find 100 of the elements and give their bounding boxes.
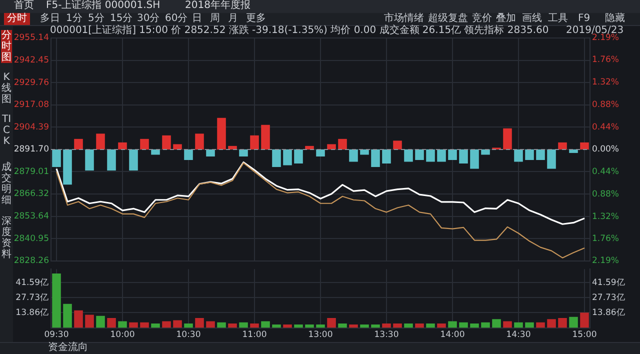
- bar: [470, 323, 479, 328]
- bar: [85, 314, 94, 328]
- bar: [580, 312, 589, 328]
- bar: [184, 149, 193, 160]
- y-tick-label: 2929.76: [14, 78, 49, 88]
- bar: [316, 149, 325, 156]
- bar: [437, 149, 446, 162]
- bar: [151, 323, 160, 328]
- bar: [382, 323, 391, 328]
- bar: [173, 320, 182, 328]
- text: 分时图: [1, 30, 12, 63]
- text: 成交明细: [1, 162, 12, 206]
- y-tick-label: 2840.95: [14, 234, 49, 244]
- bar: [228, 323, 237, 328]
- bar: [547, 319, 556, 328]
- bar: [426, 323, 435, 328]
- y-tick-label: 2955.14: [14, 33, 49, 44]
- bar: [96, 316, 105, 328]
- bar: [63, 149, 72, 185]
- y2-tick-label: 1.76%: [592, 55, 620, 66]
- text: 画线: [522, 13, 542, 25]
- x-tick-label: 14:00: [440, 330, 465, 340]
- bar: [250, 323, 259, 328]
- bar: [316, 324, 325, 328]
- bar: [140, 322, 149, 328]
- x-tick-label: 09:30: [44, 330, 69, 340]
- bar: [393, 323, 402, 328]
- text: F5-上证综指 000001.SH: [46, 0, 160, 12]
- text: 30分: [137, 13, 160, 25]
- y2-tick-label: 2.19%: [592, 33, 620, 44]
- text: 首页: [14, 0, 34, 12]
- bar: [327, 144, 336, 150]
- bar: [96, 134, 105, 150]
- x-tick-label: 14:30: [506, 330, 531, 340]
- bar: [525, 149, 534, 160]
- bar: [415, 149, 424, 160]
- y2-tick-label: 1.76%: [592, 234, 620, 244]
- bar: [349, 149, 358, 162]
- text: 周: [210, 13, 220, 25]
- bar: [140, 138, 149, 150]
- bar: [239, 149, 248, 156]
- bar: [195, 134, 204, 150]
- bar: [74, 138, 83, 150]
- y-tick-label: 13.86亿: [16, 306, 49, 318]
- y2-tick-label: 0.00%: [592, 144, 620, 155]
- text: 分时: [4, 13, 30, 25]
- bar: [327, 318, 336, 328]
- y-tick-label: 2917.08: [14, 100, 49, 110]
- bar: [129, 322, 138, 328]
- bar: [283, 324, 292, 328]
- bar: [448, 321, 457, 328]
- text: 1分: [66, 13, 82, 25]
- x-tick-label: 10:30: [176, 330, 201, 340]
- bar: [404, 323, 413, 328]
- y2-tick-label: 1.32%: [592, 77, 620, 88]
- y2-tick-label: 0.44%: [592, 167, 620, 178]
- bar: [393, 140, 402, 150]
- bar: [85, 149, 94, 171]
- x-tick-label: 10:00: [110, 330, 135, 340]
- bar: [294, 149, 303, 164]
- bar: [360, 324, 369, 328]
- bar: [569, 316, 578, 328]
- bar: [580, 142, 589, 150]
- bar: [195, 318, 204, 328]
- x-tick-label: 15:00: [572, 330, 597, 340]
- x-tick-label: 11:00: [242, 330, 267, 340]
- bar: [448, 149, 457, 160]
- bar: [162, 135, 171, 150]
- bar: [173, 144, 182, 150]
- bar: [63, 304, 72, 328]
- y2-tick-label: 0.88%: [592, 189, 620, 200]
- y2-tick-label: 41.59亿: [592, 276, 626, 288]
- bar: [283, 149, 292, 166]
- bar: [151, 149, 160, 155]
- bar: [503, 128, 512, 150]
- text: 叠加: [496, 13, 516, 24]
- bar: [52, 273, 61, 328]
- text: 日: [192, 13, 202, 25]
- y-tick-label: 2866.32: [14, 189, 49, 200]
- bar: [52, 149, 61, 168]
- bar: [338, 138, 347, 150]
- bar: [514, 322, 523, 328]
- text: 月: [228, 13, 238, 24]
- text: 工具: [548, 13, 568, 25]
- text: 多日: [40, 13, 60, 25]
- bar: [129, 149, 138, 171]
- bar: [338, 323, 347, 328]
- text: 更多: [246, 13, 266, 24]
- bar: [536, 149, 545, 160]
- bar: [437, 323, 446, 328]
- y-tick-label: 2904.39: [14, 122, 49, 132]
- y-tick-label: 2879.01: [14, 166, 49, 177]
- text: 深度资料: [1, 216, 12, 260]
- y-tick-label: 41.59亿: [16, 276, 49, 288]
- bar: [382, 149, 391, 164]
- bar: [459, 322, 468, 328]
- text: TICK: [1, 114, 12, 147]
- bar: [305, 324, 314, 328]
- bar: [349, 324, 358, 328]
- y-tick-label: 2853.64: [14, 212, 49, 222]
